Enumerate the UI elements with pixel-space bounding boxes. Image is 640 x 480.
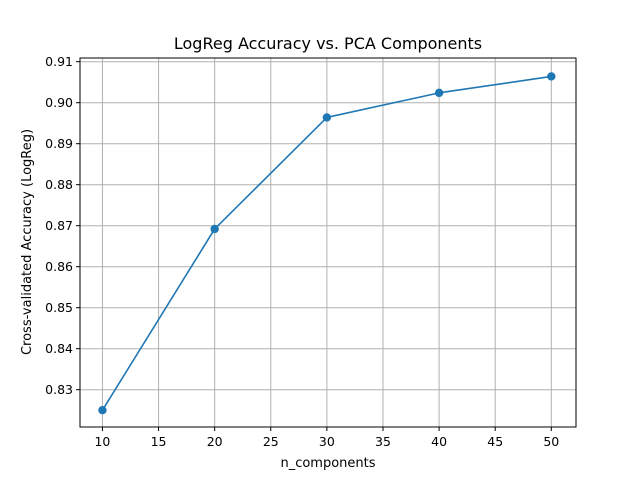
x-tick-label: 15	[151, 434, 167, 449]
data-point-marker	[322, 113, 332, 122]
y-axis-label: Cross-validated Accuracy (LogReg)	[20, 129, 35, 355]
grid	[80, 58, 576, 427]
data-point-marker	[434, 88, 444, 98]
y-tick-label: 0.88	[45, 177, 73, 192]
y-tick-label: 0.89	[45, 136, 73, 151]
x-axis-ticks: 10 15 20 25 30 35 40 45 50	[94, 427, 559, 449]
y-tick-label: 0.83	[45, 382, 73, 397]
x-tick-label: 45	[487, 434, 503, 449]
data-point-marker	[98, 405, 107, 415]
y-tick-label: 0.91	[45, 54, 73, 69]
y-tick-label: 0.85	[45, 300, 73, 315]
data-point-marker	[210, 224, 219, 234]
series-group	[98, 72, 556, 415]
x-tick-label: 30	[319, 434, 335, 449]
x-tick-label: 50	[543, 434, 559, 449]
x-axis-label: n_components	[280, 456, 375, 471]
x-tick-label: 10	[94, 434, 110, 449]
y-tick-label: 0.86	[45, 259, 73, 274]
y-tick-label: 0.84	[45, 341, 73, 356]
y-tick-label: 0.90	[45, 95, 73, 110]
chart-title: LogReg Accuracy vs. PCA Components	[174, 34, 482, 53]
x-tick-label: 20	[207, 434, 223, 449]
data-point-marker	[547, 72, 556, 81]
plot-frame	[79, 57, 577, 428]
x-tick-label: 25	[263, 434, 279, 449]
x-tick-label: 35	[375, 434, 391, 449]
y-tick-label: 0.87	[45, 218, 73, 233]
y-axis-ticks: 0.83 0.84 0.85 0.86 0.87 0.88 0.89 0.90 0.91	[45, 54, 80, 397]
x-tick-label: 40	[431, 434, 447, 449]
